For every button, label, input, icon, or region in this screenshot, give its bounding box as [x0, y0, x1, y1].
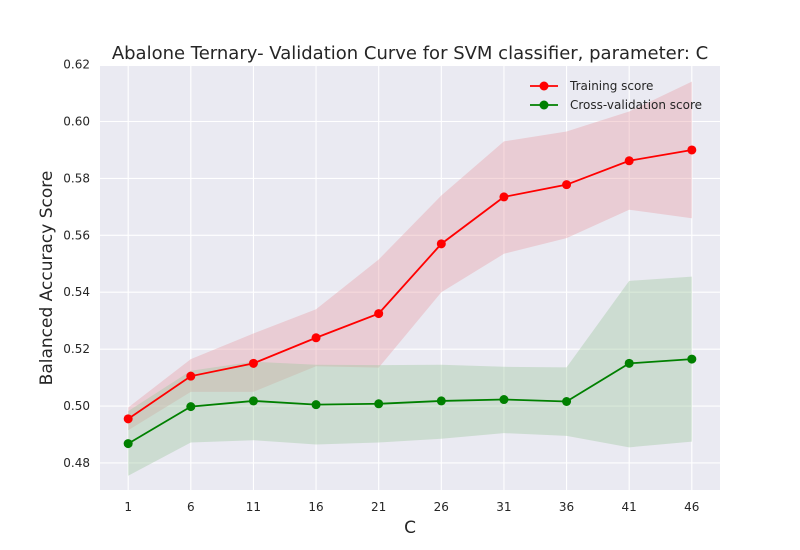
y-tick-label: 0.58: [63, 171, 90, 185]
x-tick-label: 31: [496, 500, 511, 514]
training-score-point: [123, 414, 133, 424]
chart-title: Abalone Ternary- Validation Curve for SV…: [112, 43, 708, 64]
training-score-point: [374, 309, 384, 319]
x-tick-label: 36: [559, 500, 574, 514]
cross-validation-score-point: [186, 402, 196, 412]
series-points: [123, 145, 697, 449]
x-tick-label: 1: [124, 500, 132, 514]
x-tick-label: 21: [371, 500, 386, 514]
x-tick-label: 6: [187, 500, 195, 514]
y-tick-label: 0.54: [63, 285, 90, 299]
y-tick-label: 0.50: [63, 399, 90, 413]
cross-validation-score-point: [624, 358, 634, 368]
y-tick-label: 0.60: [63, 114, 90, 128]
training-score-point: [311, 333, 321, 343]
training-score-legend-label: Training score: [569, 79, 653, 93]
training-score-point: [248, 358, 258, 368]
training-score-legend-marker: [539, 81, 549, 91]
y-axis-label: Balanced Accuracy Score: [37, 171, 57, 386]
cross-validation-score-point: [499, 395, 509, 405]
confidence-bands: [128, 81, 692, 476]
cross-validation-score-point: [123, 439, 133, 449]
x-tick-label: 26: [434, 500, 449, 514]
x-tick-label: 41: [622, 500, 637, 514]
training-score-point: [186, 371, 196, 381]
cross-validation-score-legend-marker: [539, 100, 549, 110]
grid-lines: [100, 64, 720, 490]
cross-validation-score-line: [127, 358, 692, 445]
y-tick-label: 0.56: [63, 228, 90, 242]
cross-validation-score-band: [128, 276, 692, 476]
cross-validation-score-point: [562, 397, 572, 407]
cross-validation-score-point: [311, 400, 321, 410]
training-score-point: [624, 156, 634, 166]
cross-validation-score-point: [248, 396, 258, 406]
y-tick-labels: 0.48 0.50 0.52 0.54 0.56 0.58 0.60 0.62: [63, 58, 90, 470]
x-tick-label: 11: [246, 500, 261, 514]
x-tick-label: 16: [308, 500, 323, 514]
cross-validation-score-point: [687, 354, 697, 364]
cross-validation-score-legend-label: Cross-validation score: [570, 98, 702, 112]
x-tick-label: 46: [684, 500, 699, 514]
series-lines: [127, 149, 692, 445]
training-score-point: [436, 239, 446, 249]
cross-validation-score-point: [436, 396, 446, 406]
legend: Training score Cross-validation score: [530, 79, 702, 112]
training-score-point: [562, 180, 572, 190]
y-tick-label: 0.52: [63, 342, 90, 356]
cross-validation-score-point: [374, 399, 384, 409]
training-score-point: [687, 145, 697, 155]
x-tick-labels: 1 6 11 16 21 26 31 36 41 46: [124, 500, 699, 514]
y-tick-label: 0.62: [63, 58, 90, 72]
y-tick-label: 0.48: [63, 456, 90, 470]
x-axis-label: C: [404, 518, 416, 538]
training-score-point: [499, 192, 509, 202]
training-score-band: [128, 81, 692, 431]
training-score-line: [127, 149, 692, 420]
